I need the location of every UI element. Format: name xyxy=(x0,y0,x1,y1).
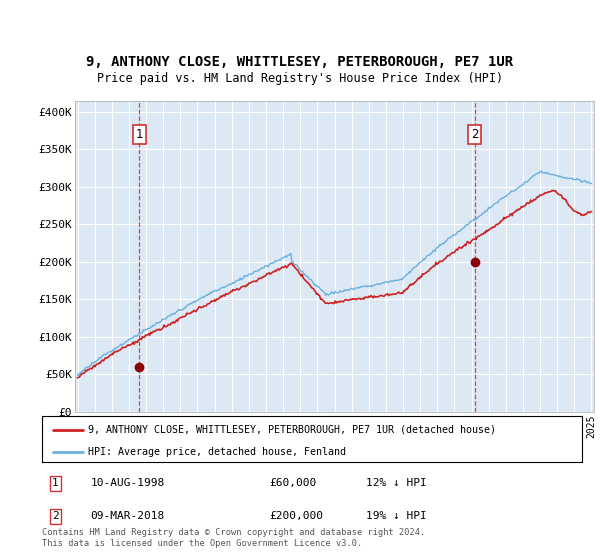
Text: 09-MAR-2018: 09-MAR-2018 xyxy=(91,511,165,521)
Text: 2: 2 xyxy=(52,511,59,521)
Text: 19% ↓ HPI: 19% ↓ HPI xyxy=(366,511,427,521)
Text: £200,000: £200,000 xyxy=(269,511,323,521)
Text: £60,000: £60,000 xyxy=(269,478,316,488)
Text: 9, ANTHONY CLOSE, WHITTLESEY, PETERBOROUGH, PE7 1UR (detached house): 9, ANTHONY CLOSE, WHITTLESEY, PETERBOROU… xyxy=(88,425,496,435)
Text: 12% ↓ HPI: 12% ↓ HPI xyxy=(366,478,427,488)
Text: 2: 2 xyxy=(471,128,478,141)
Text: 10-AUG-1998: 10-AUG-1998 xyxy=(91,478,165,488)
Text: HPI: Average price, detached house, Fenland: HPI: Average price, detached house, Fenl… xyxy=(88,447,346,457)
Text: Price paid vs. HM Land Registry's House Price Index (HPI): Price paid vs. HM Land Registry's House … xyxy=(97,72,503,85)
Text: 1: 1 xyxy=(52,478,59,488)
Text: 1: 1 xyxy=(136,128,143,141)
Text: 9, ANTHONY CLOSE, WHITTLESEY, PETERBOROUGH, PE7 1UR: 9, ANTHONY CLOSE, WHITTLESEY, PETERBOROU… xyxy=(86,55,514,69)
Text: Contains HM Land Registry data © Crown copyright and database right 2024.
This d: Contains HM Land Registry data © Crown c… xyxy=(42,528,425,548)
